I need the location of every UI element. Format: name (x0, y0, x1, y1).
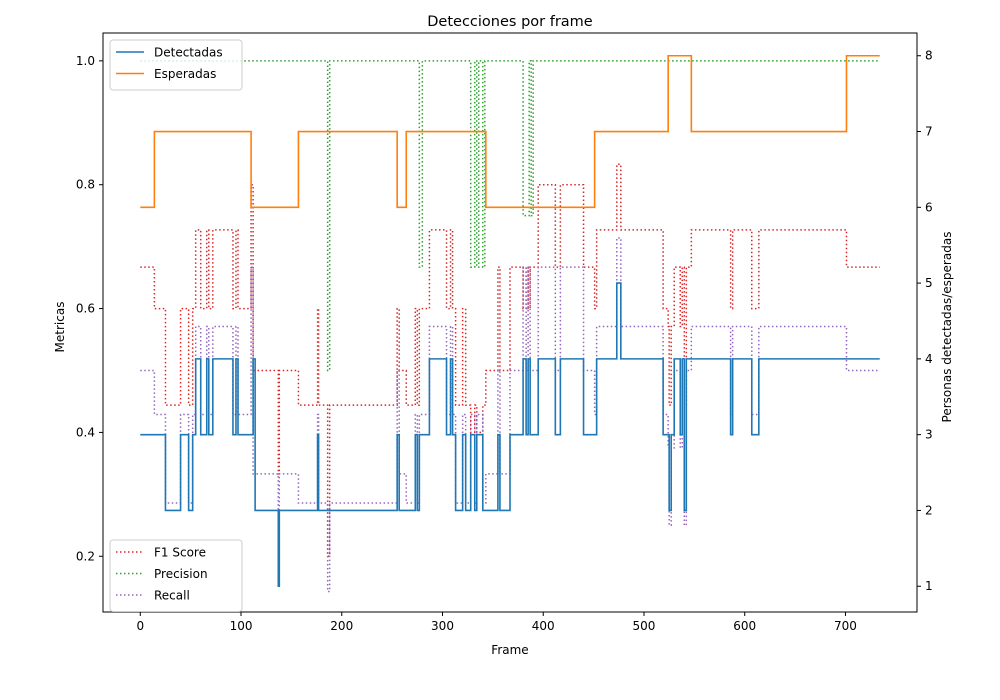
y-right-tick-label: 4 (925, 352, 933, 366)
y-right-tick-label: 7 (925, 125, 933, 139)
x-tick-label: 600 (733, 619, 756, 633)
x-tick-label: 300 (431, 619, 454, 633)
legend-counts: Detectadas Esperadas (109, 39, 243, 91)
chart-title: Detecciones por frame (427, 14, 593, 30)
series-line-detectadas (140, 282, 880, 588)
legend-label-detectadas: Detectadas (154, 46, 223, 60)
legend-label-esperadas: Esperadas (154, 67, 216, 81)
y-right-tick-label: 2 (925, 503, 933, 517)
y-left-axis-label: Metricas (53, 302, 67, 353)
y-right-tick-label: 5 (925, 276, 933, 290)
y-left-tick-label: 0.8 (76, 178, 95, 192)
plot-frame (102, 32, 918, 613)
y-right-tick-label: 6 (925, 200, 933, 214)
y-left-tick-label: 0.2 (76, 549, 95, 563)
x-tick-label: 500 (633, 619, 656, 633)
legend-label-f1-score: F1 Score (154, 546, 206, 560)
x-tick-label: 200 (330, 619, 353, 633)
series-line-esperadas (140, 54, 880, 209)
legend-metrics: F1 Score Precision Recall (109, 539, 243, 612)
y-left-tick-label: 1.0 (76, 54, 95, 68)
y-right-axis-label: Personas detectadas/esperadas (940, 232, 954, 423)
legend-label-recall: Recall (154, 589, 190, 603)
y-left-tick-label: 0.4 (76, 425, 95, 439)
x-tick-label: 400 (532, 619, 555, 633)
legend-frame (109, 539, 243, 612)
y-right-tick-label: 8 (925, 49, 933, 63)
y-left-tick-label: 0.6 (76, 302, 95, 316)
x-tick-label: 0 (136, 619, 144, 633)
series-line-f1-score (140, 163, 880, 558)
x-tick-label: 700 (834, 619, 857, 633)
y-right-tick-label: 3 (925, 428, 933, 442)
y-right-tick-label: 1 (925, 579, 933, 593)
x-tick-label: 100 (230, 619, 253, 633)
x-axis-label: Frame (491, 643, 528, 657)
legend-label-precision: Precision (154, 567, 208, 581)
